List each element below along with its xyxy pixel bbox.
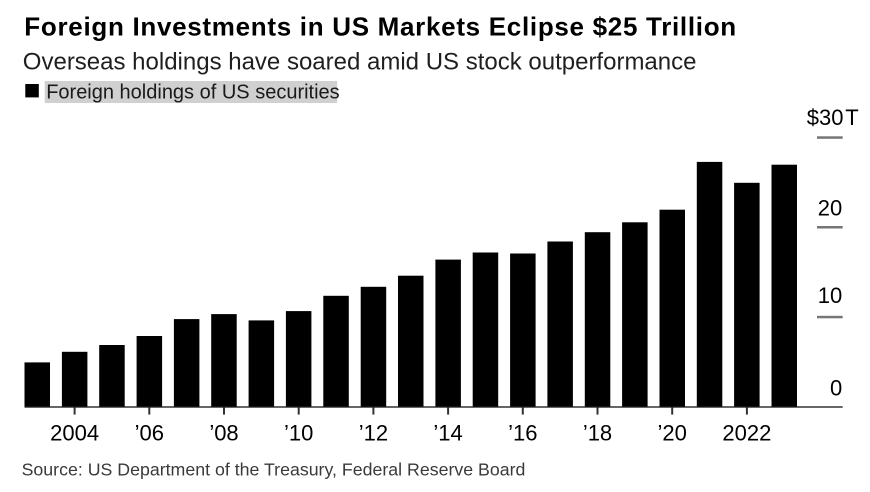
svg-text:’10: ’10 [284, 421, 313, 446]
svg-text:2022: 2022 [722, 421, 771, 446]
svg-text:’12: ’12 [359, 421, 388, 446]
svg-text:10: 10 [818, 283, 842, 308]
svg-text:20: 20 [818, 196, 842, 221]
svg-text:Overseas holdings have soared: Overseas holdings have soared amid US st… [23, 49, 697, 76]
svg-text:’20: ’20 [658, 421, 687, 446]
svg-text:’08: ’08 [209, 421, 238, 446]
svg-text:0: 0 [830, 375, 842, 400]
svg-text:Foreign holdings of US securit: Foreign holdings of US securities [46, 81, 339, 103]
svg-text:T: T [845, 105, 858, 130]
svg-text:’14: ’14 [433, 421, 462, 446]
svg-text:’06: ’06 [135, 421, 164, 446]
svg-text:’18: ’18 [583, 421, 612, 446]
svg-text:Foreign Investments in US Mark: Foreign Investments in US Markets Eclips… [24, 11, 737, 41]
svg-text:$30: $30 [807, 105, 844, 130]
svg-text:’16: ’16 [508, 421, 537, 446]
svg-text:2004: 2004 [50, 421, 99, 446]
svg-text:Source: US Department of the T: Source: US Department of the Treasury, F… [22, 460, 526, 480]
